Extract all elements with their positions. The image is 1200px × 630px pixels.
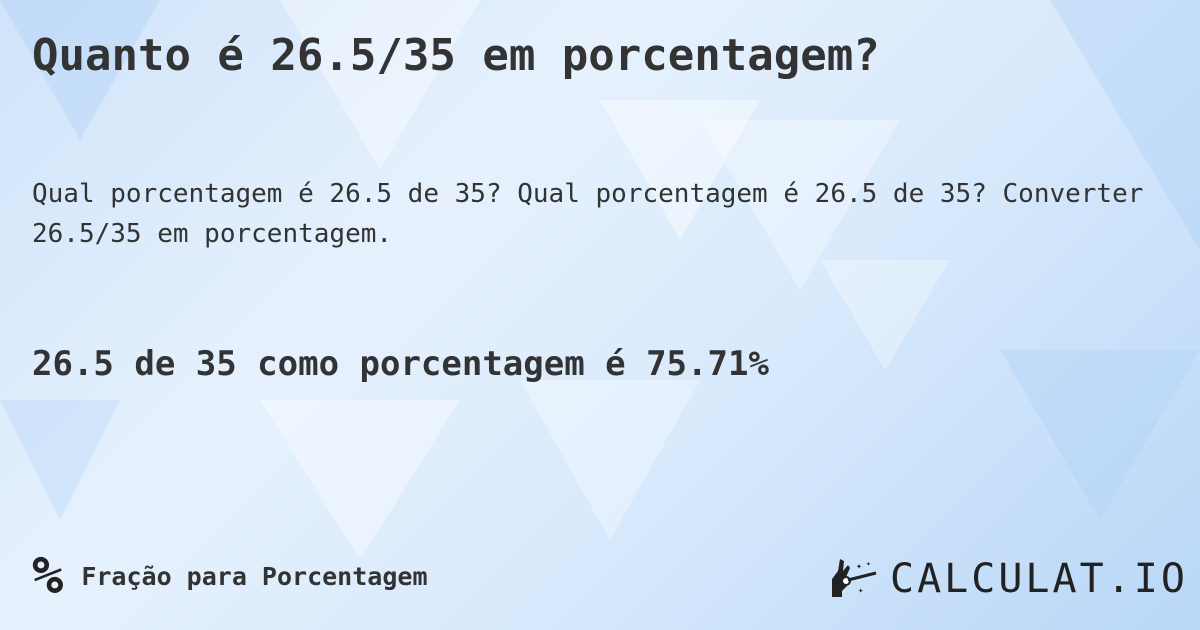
logo: ✦ ✦ ✦ CALCULAT.IO — [828, 556, 1188, 602]
magic-hand-icon: ✦ ✦ ✦ — [832, 559, 877, 597]
logo-text: CALCULAT.IO — [890, 556, 1188, 602]
percent-icon: % — [32, 546, 64, 606]
category-link[interactable]: % Fração para Porcentagem — [32, 548, 428, 604]
answer: 26.5 de 35 como porcentagem é 75.71% — [32, 344, 769, 384]
svg-text:✦: ✦ — [858, 586, 864, 596]
svg-text:✦: ✦ — [856, 561, 862, 572]
page-title: Quanto é 26.5/35 em porcentagem? — [32, 30, 880, 81]
svg-text:✦: ✦ — [866, 559, 871, 568]
category-label: Fração para Porcentagem — [81, 561, 428, 591]
description: Qual porcentagem é 26.5 de 35? Qual porc… — [32, 179, 1144, 249]
